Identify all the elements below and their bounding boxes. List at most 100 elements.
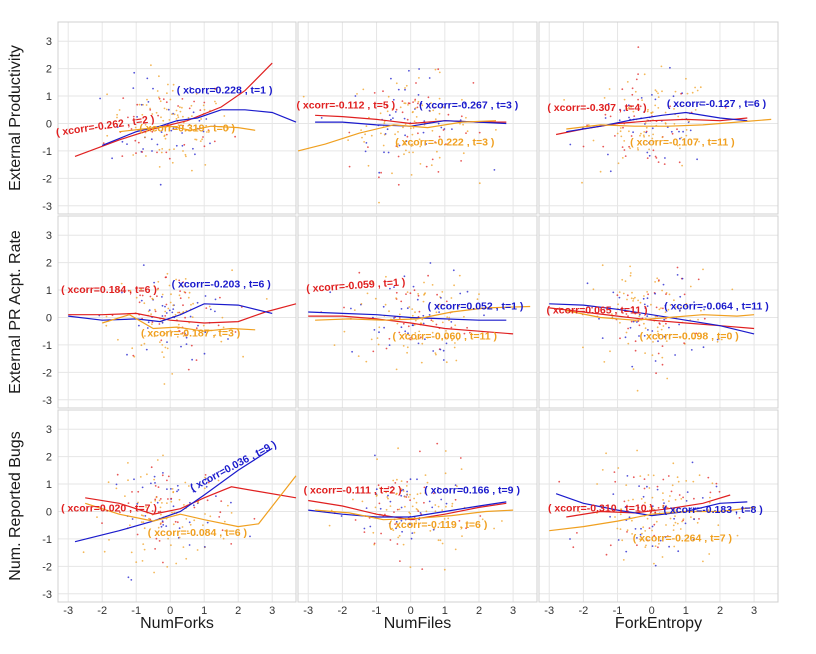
scatter-point — [709, 491, 712, 494]
scatter-point — [159, 100, 162, 103]
scatter-point — [412, 127, 415, 129]
scatter-point — [126, 353, 128, 356]
scatter-point — [674, 521, 677, 524]
scatter-point — [181, 144, 184, 147]
scatter-point — [645, 130, 648, 133]
scatter-point — [445, 300, 448, 303]
scatter-point — [661, 556, 664, 558]
scatter-point — [669, 105, 671, 108]
scatter-point — [206, 131, 208, 133]
scatter-point — [124, 495, 126, 497]
scatter-point — [184, 153, 187, 156]
scatter-point — [465, 132, 467, 135]
scatter-point — [587, 124, 590, 126]
xcorr-annotation-orange: ( xcorr=0.319 , t=0 ) — [139, 123, 235, 135]
scatter-point — [400, 489, 403, 492]
scatter-point — [685, 305, 688, 308]
scatter-point — [159, 498, 162, 500]
scatter-point — [662, 325, 665, 327]
scatter-point — [664, 111, 667, 114]
scatter-point — [372, 350, 375, 353]
scatter-point — [651, 354, 654, 357]
scatter-point — [607, 153, 609, 156]
scatter-point — [378, 171, 381, 174]
scatter-point — [141, 113, 144, 116]
scatter-point — [178, 536, 181, 539]
scatter-point — [678, 130, 680, 133]
scatter-point — [626, 531, 628, 533]
scatter-point — [176, 336, 179, 338]
scatter-point — [478, 182, 481, 185]
scatter-point — [165, 303, 168, 306]
scatter-point — [445, 487, 447, 490]
scatter-point — [442, 304, 445, 306]
scatter-point — [651, 505, 654, 508]
scatter-point — [131, 491, 133, 493]
scatter-point — [172, 523, 175, 526]
scatter-point — [184, 481, 187, 484]
scatter-point — [162, 561, 164, 564]
scatter-point — [386, 496, 389, 498]
scatter-point — [632, 320, 635, 323]
scatter-point — [136, 533, 139, 536]
scatter-point — [662, 478, 665, 481]
scatter-point — [609, 350, 611, 353]
scatter-point — [172, 304, 175, 307]
scatter-point — [632, 498, 634, 501]
scatter-point — [703, 317, 706, 320]
scatter-point — [155, 111, 158, 114]
scatter-point — [404, 102, 407, 105]
scatter-point — [374, 506, 377, 509]
scatter-point — [404, 330, 407, 333]
scatter-point — [631, 93, 634, 96]
scatter-point — [391, 108, 394, 110]
scatter-point — [166, 92, 168, 95]
scatter-point — [462, 152, 465, 155]
scatter-point — [373, 92, 376, 94]
scatter-point — [638, 315, 641, 318]
scatter-point — [586, 124, 588, 127]
scatter-point — [253, 517, 256, 520]
scatter-point — [181, 526, 184, 528]
scatter-point — [392, 98, 395, 101]
scatter-point — [206, 521, 209, 524]
scatter-point — [365, 507, 368, 509]
scatter-point — [423, 120, 426, 122]
x-tick-label: 2 — [235, 605, 241, 617]
scatter-point — [605, 452, 607, 455]
scatter-point — [638, 313, 641, 316]
scatter-point — [193, 519, 196, 522]
scatter-point — [102, 142, 105, 145]
scatter-point — [717, 524, 720, 527]
scatter-point — [677, 550, 680, 553]
scatter-point — [165, 151, 168, 154]
scatter-point — [214, 334, 217, 336]
scatter-point — [146, 327, 149, 329]
scatter-point — [696, 89, 699, 92]
scatter-point — [121, 140, 124, 143]
scatter-point — [388, 344, 391, 346]
scatter-point — [441, 542, 444, 545]
scatter-point — [361, 136, 363, 139]
scatter-point — [368, 282, 371, 285]
scatter-point — [636, 389, 639, 392]
scatter-point — [440, 498, 443, 501]
scatter-point — [635, 78, 638, 81]
scatter-point — [636, 544, 638, 547]
scatter-point — [419, 512, 422, 514]
scatter-point — [643, 131, 646, 133]
scatter-point — [144, 335, 146, 337]
scatter-point — [394, 482, 397, 484]
y-tick-label: 2 — [46, 258, 52, 270]
scatter-point — [126, 143, 128, 146]
scatter-point — [646, 297, 649, 300]
scatter-point — [685, 500, 688, 502]
scatter-point — [628, 516, 631, 519]
scatter-point — [638, 335, 640, 337]
scatter-point — [409, 512, 412, 515]
scatter-point — [688, 120, 691, 123]
scatter-point — [619, 130, 622, 133]
scatter-point — [609, 515, 611, 518]
scatter-point — [444, 336, 447, 339]
scatter-point — [637, 320, 640, 322]
